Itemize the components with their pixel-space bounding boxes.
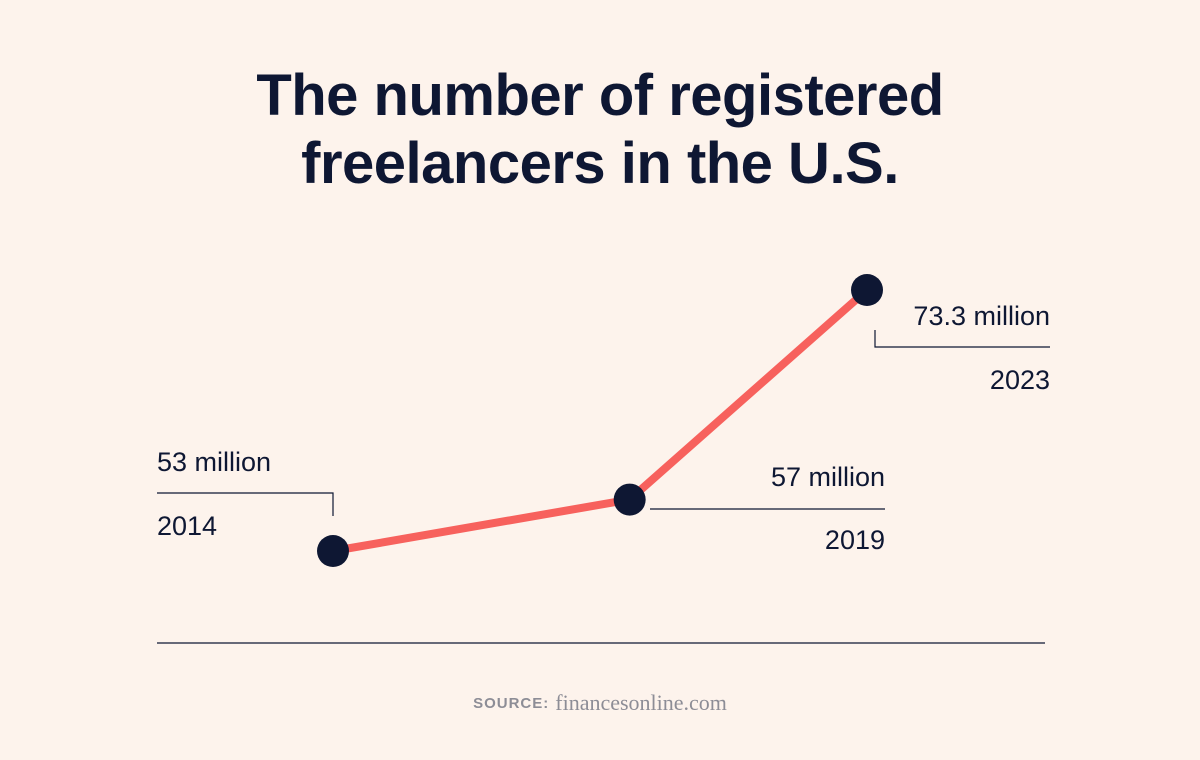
value-label-2014: 53 million xyxy=(157,447,271,477)
data-point-2014 xyxy=(317,535,349,567)
value-label-2023: 73.3 million xyxy=(913,301,1050,331)
source-attribution: SOURCE: financesonline.com xyxy=(0,690,1200,716)
data-point-2023 xyxy=(851,274,883,306)
x-tick-label-2014: 2014 xyxy=(157,511,217,541)
x-tick-label-2019: 2019 xyxy=(825,525,885,555)
data-point-2019 xyxy=(613,483,646,516)
source-label: SOURCE: xyxy=(473,695,550,712)
leader-line-2014 xyxy=(157,492,334,516)
leader-line-2023 xyxy=(874,330,1050,348)
value-label-2019: 57 million xyxy=(771,462,885,492)
chart-title-line-1: The number of registered xyxy=(256,63,944,128)
chart-title: The number of registered freelancers in … xyxy=(0,62,1200,198)
x-tick-label-2023: 2023 xyxy=(990,365,1050,395)
series-line xyxy=(329,286,871,555)
source-site: financesonline.com xyxy=(555,690,727,715)
chart-title-line-2: freelancers in the U.S. xyxy=(301,131,899,196)
